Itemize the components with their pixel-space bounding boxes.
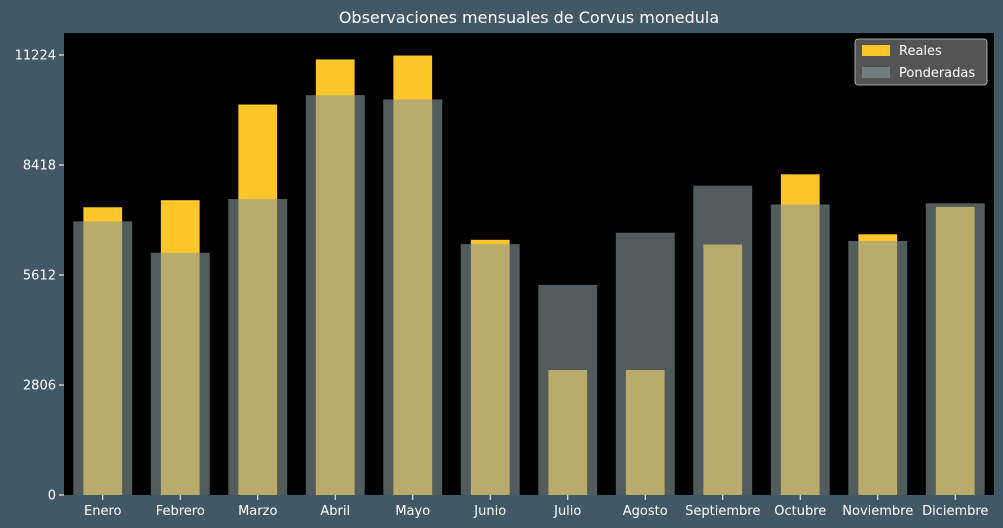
bar-ponderadas-enero [73,221,133,495]
x-tick-label: Marzo [238,504,277,519]
bar-ponderadas-mayo [383,99,443,495]
bar-ponderadas-abril [305,95,365,495]
x-tick-label: Mayo [395,504,430,519]
bar-ponderadas-febrero [150,252,210,495]
x-axis: Enero Febrero Marzo Abril Mayo Junio Julio Agos… [84,495,988,519]
x-tick-label: Diciembre [922,504,988,519]
x-tick-label: Junio [473,504,506,519]
bar-ponderadas-julio [538,284,598,495]
x-tick-label: Abril [320,504,350,519]
x-tick-label: Septiembre [685,504,760,519]
bar-ponderadas-marzo [228,199,288,495]
legend-swatch-reales [862,45,890,56]
legend-label-ponderadas: Ponderadas [899,66,975,81]
y-tick-label: 2806 [23,378,56,393]
legend-swatch-ponderadas [862,67,890,78]
plot-area [64,33,994,495]
bar-ponderadas-septiembre [693,185,753,496]
y-tick-label: 8418 [23,158,56,173]
bars-layer [73,55,985,496]
bar-ponderadas-agosto [615,232,675,496]
x-tick-label: Julio [553,504,581,519]
legend-label-reales: Reales [899,44,942,59]
x-tick-label: Octubre [774,504,826,519]
y-tick-label: 11224 [15,48,56,63]
x-tick-label: Febrero [156,504,205,519]
y-tick-label: 5612 [23,268,56,283]
x-tick-label: Noviembre [842,504,913,519]
bar-ponderadas-junio [460,244,520,495]
legend: Reales Ponderadas [854,38,988,86]
bar-ponderadas-noviembre [848,240,908,495]
x-tick-label: Enero [84,504,122,519]
bar-ponderadas-diciembre [925,203,985,495]
bar-ponderadas-octubre [770,204,830,496]
y-axis: 0 2806 5612 8418 11224 [15,48,64,504]
y-tick-label: 0 [48,489,56,504]
chart-title: Observaciones mensuales de Corvus monedu… [339,8,719,27]
x-tick-label: Agosto [623,504,668,519]
